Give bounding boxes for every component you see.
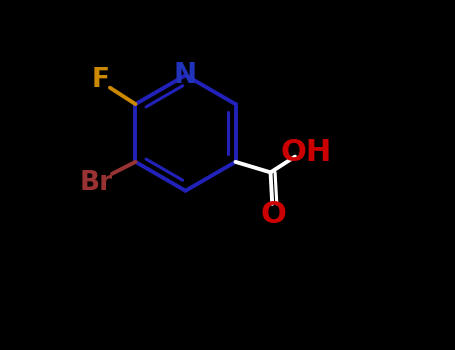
Text: N: N [174,61,197,89]
Text: O: O [261,200,287,229]
Text: OH: OH [281,138,332,167]
Text: Br: Br [79,170,112,196]
Text: F: F [91,67,110,93]
